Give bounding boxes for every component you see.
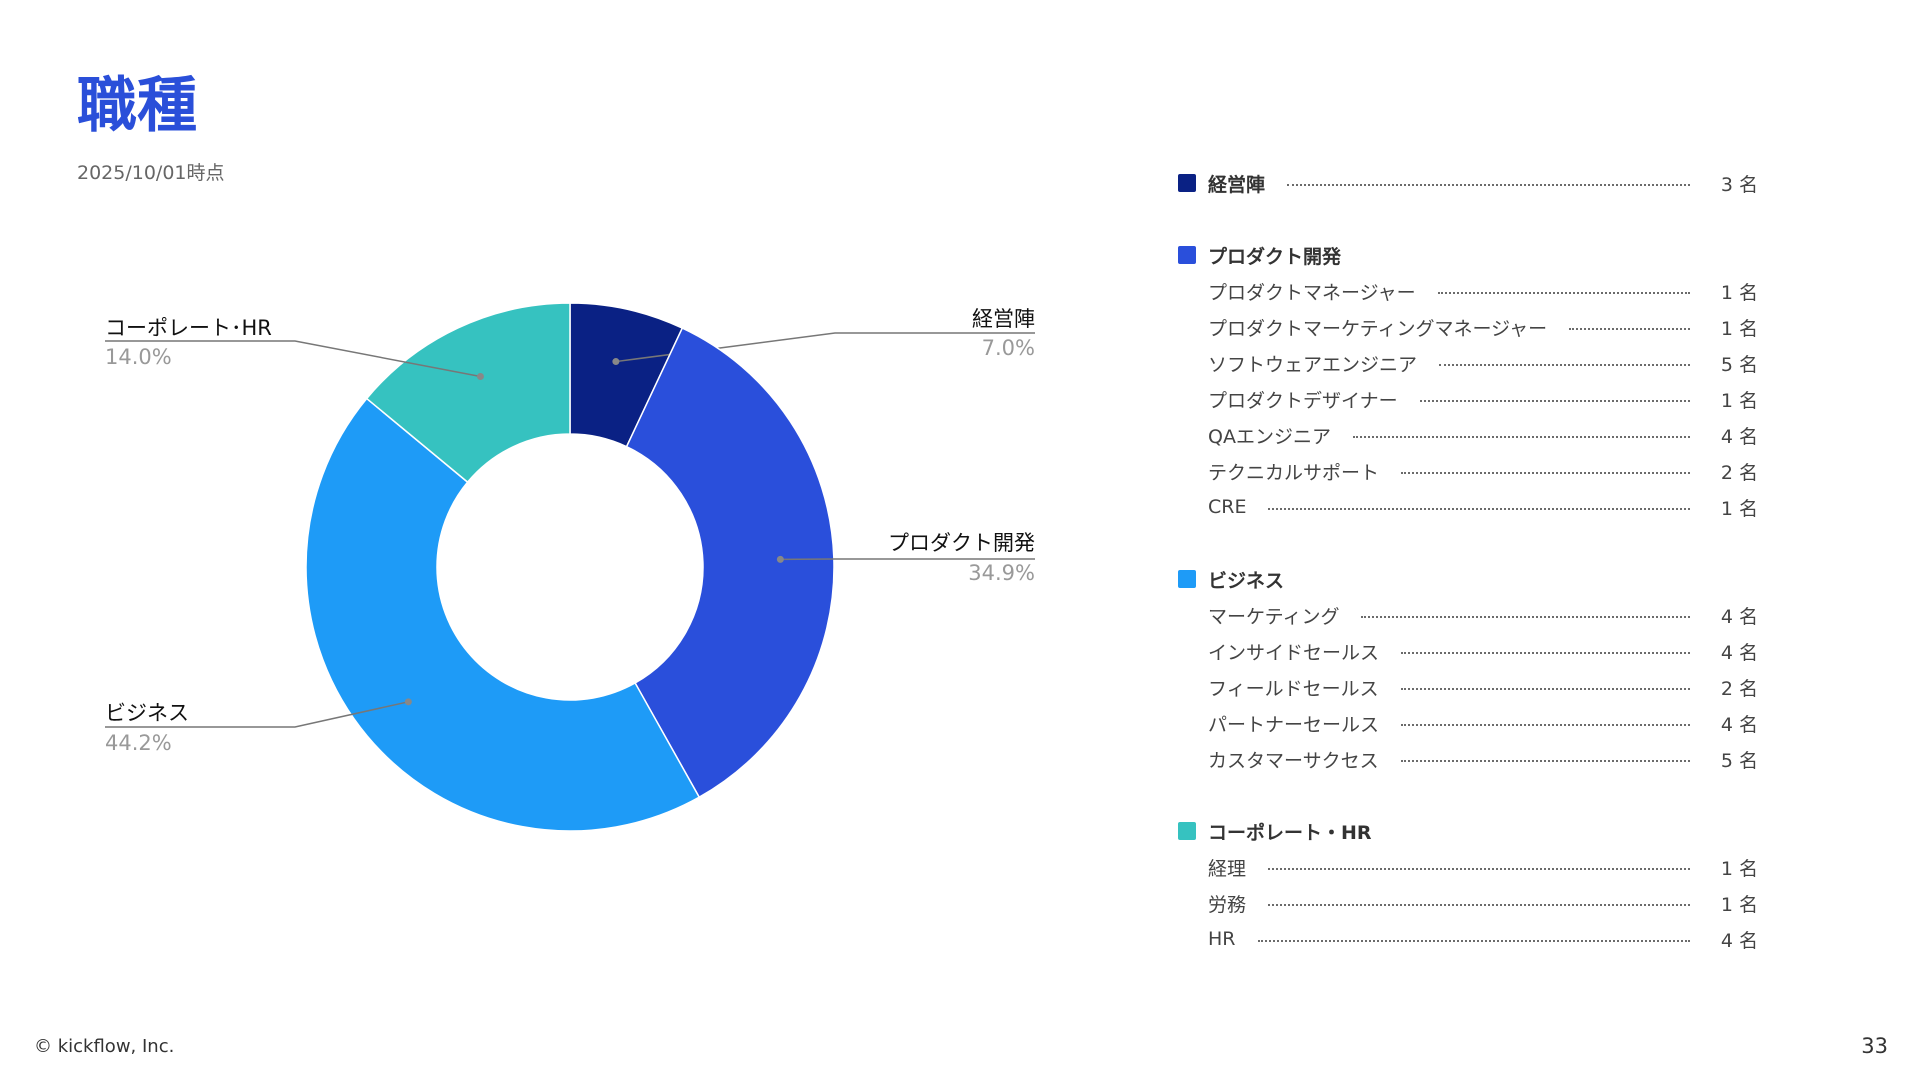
- legend-item: パートナーセールス 4 名: [1178, 705, 1758, 741]
- legend-item-label: テクニカルサポート: [1208, 461, 1380, 484]
- donut-slice-corporate: [365, 302, 571, 484]
- legend-swatch-executives: [1178, 174, 1196, 192]
- leader-dot-corporate: [476, 372, 484, 380]
- dotted-leader: [1401, 724, 1690, 726]
- leader-line-corporate: [105, 340, 481, 378]
- legend-swatch-business: [1178, 570, 1196, 588]
- legend-item-label: マーケティング: [1208, 605, 1340, 628]
- donut-chart: [105, 302, 1035, 832]
- legend-item-count: 1 名: [1720, 497, 1758, 520]
- page-title: 職種: [77, 71, 197, 141]
- leader-line-business: [105, 701, 409, 728]
- legend: 経営陣 3 名 プロダクト開発 プロダクトマネージャー 1 名 プロダクトマーケ…: [1178, 165, 1758, 993]
- legend-item-label: パートナーセールス: [1208, 713, 1380, 736]
- leader-dot-product: [776, 555, 784, 563]
- dotted-leader: [1437, 292, 1690, 294]
- legend-item: CRE 1 名: [1178, 489, 1758, 525]
- legend-item-label: 労務: [1208, 893, 1247, 916]
- dotted-leader: [1401, 472, 1690, 474]
- leader-dot-business: [404, 698, 412, 706]
- legend-item: HR 4 名: [1178, 921, 1758, 957]
- legend-item: マーケティング 4 名: [1178, 597, 1758, 633]
- legend-item-label: フィールドセールス: [1208, 677, 1379, 700]
- legend-item-count: 5 名: [1720, 749, 1758, 772]
- callout-percent-product: 34.9%: [968, 561, 1035, 585]
- legend-item-label: HR: [1208, 928, 1236, 950]
- legend-item: プロダクトデザイナー 1 名: [1178, 381, 1758, 417]
- callout-percent-executives: 7.0%: [981, 336, 1035, 360]
- copyright: © kickflow, Inc.: [34, 1036, 175, 1057]
- legend-item: 経理 1 名: [1178, 849, 1758, 885]
- legend-group-corporate: コーポレート・HR 経理 1 名 労務 1 名 HR 4 名: [1178, 813, 1758, 957]
- legend-item-count: 5 名: [1720, 353, 1758, 376]
- callout-percent-business: 44.2%: [105, 731, 172, 755]
- dotted-leader: [1268, 868, 1690, 870]
- callout-label-product: プロダクト開発: [888, 531, 1035, 555]
- legend-item-count: 1 名: [1720, 389, 1758, 412]
- legend-item-count: 2 名: [1720, 461, 1758, 484]
- legend-item-label: プロダクトデザイナー: [1208, 389, 1398, 412]
- legend-item-label: カスタマーサクセス: [1208, 749, 1379, 772]
- legend-item-label: インサイドセールス: [1208, 641, 1380, 664]
- legend-item: インサイドセールス 4 名: [1178, 633, 1758, 669]
- dotted-leader: [1569, 328, 1690, 330]
- legend-group-label: 経営陣: [1208, 173, 1266, 196]
- dotted-leader: [1268, 508, 1690, 510]
- dotted-leader: [1439, 364, 1690, 366]
- legend-item: ソフトウェアエンジニア 5 名: [1178, 345, 1758, 381]
- donut-slice-business: [305, 397, 701, 832]
- dotted-leader: [1257, 940, 1690, 942]
- legend-item: 労務 1 名: [1178, 885, 1758, 921]
- dotted-leader: [1400, 688, 1690, 690]
- legend-item-count: 4 名: [1720, 641, 1758, 664]
- legend-item: QAエンジニア 4 名: [1178, 417, 1758, 453]
- legend-group-executives: 経営陣 3 名: [1178, 165, 1758, 201]
- page-number: 33: [1861, 1034, 1888, 1058]
- dotted-leader: [1419, 400, 1690, 402]
- legend-item-label: ソフトウェアエンジニア: [1208, 353, 1418, 376]
- legend-item-count: 4 名: [1720, 425, 1758, 448]
- legend-item-count: 4 名: [1720, 929, 1758, 952]
- callout-label-business: ビジネス: [105, 701, 189, 725]
- legend-item-count: 1 名: [1720, 317, 1758, 340]
- legend-item-count: 1 名: [1720, 893, 1758, 916]
- legend-item-label: プロダクトマネージャー: [1208, 281, 1416, 304]
- callout-percent-corporate: 14.0%: [105, 345, 172, 369]
- legend-swatch-product: [1178, 246, 1196, 264]
- callout-label-executives: 経営陣: [972, 307, 1035, 331]
- as-of-date: 2025/10/01時点: [77, 162, 225, 184]
- legend-item-count: 4 名: [1720, 713, 1758, 736]
- legend-item-count: 1 名: [1720, 281, 1758, 304]
- legend-group-label: ビジネス: [1208, 569, 1285, 592]
- legend-item-count: 4 名: [1720, 605, 1758, 628]
- dotted-leader: [1287, 184, 1690, 186]
- legend-item: フィールドセールス 2 名: [1178, 669, 1758, 705]
- legend-item: プロダクトマネージャー 1 名: [1178, 273, 1758, 309]
- legend-group-business: ビジネス マーケティング 4 名 インサイドセールス 4 名 フィールドセールス…: [1178, 561, 1758, 777]
- dotted-leader: [1401, 652, 1690, 654]
- legend-item: プロダクトマーケティングマネージャー 1 名: [1178, 309, 1758, 345]
- legend-group-label: コーポレート・HR: [1208, 821, 1372, 844]
- leader-dot-executives: [612, 358, 620, 366]
- legend-item-label: QAエンジニア: [1208, 425, 1331, 448]
- legend-swatch-corporate: [1178, 822, 1196, 840]
- legend-item: カスタマーサクセス 5 名: [1178, 741, 1758, 777]
- legend-item-count: 2 名: [1720, 677, 1758, 700]
- donut-slice-product: [625, 327, 835, 799]
- legend-item-label: プロダクトマーケティングマネージャー: [1208, 317, 1548, 340]
- legend-item-label: CRE: [1208, 496, 1247, 518]
- dotted-leader: [1361, 616, 1690, 618]
- legend-item: テクニカルサポート 2 名: [1178, 453, 1758, 489]
- legend-item-label: 経理: [1208, 857, 1247, 880]
- legend-group-label: プロダクト開発: [1208, 245, 1342, 268]
- dotted-leader: [1268, 904, 1690, 906]
- dotted-leader: [1400, 760, 1690, 762]
- callout-label-corporate: コーポレート･HR: [105, 316, 272, 340]
- legend-group-product: プロダクト開発 プロダクトマネージャー 1 名 プロダクトマーケティングマネージ…: [1178, 237, 1758, 525]
- legend-item-count: 1 名: [1720, 857, 1758, 880]
- legend-count: 3 名: [1720, 173, 1758, 196]
- dotted-leader: [1352, 436, 1690, 438]
